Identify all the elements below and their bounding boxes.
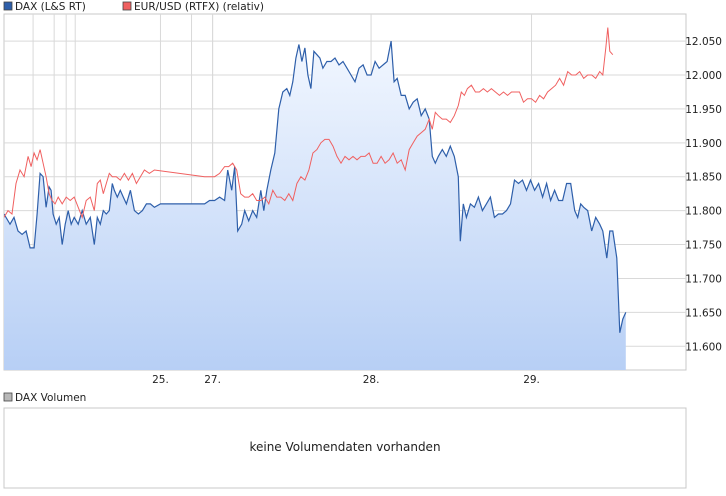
x-tick-label: 25. [152,374,169,386]
y-tick-label: 11.650 [685,307,722,319]
eurusd-line [4,27,614,220]
y-axis: 11.600 11.650 11.700 11.750 11.800 11.850 11.9… [685,36,722,353]
volume-legend-label: DAX Volumen [15,392,86,404]
legend-label-dax: DAX (L&S RT) [15,1,86,13]
volume-legend-swatch [3,392,13,402]
legend-swatch-eurusd [122,1,132,11]
dax-line [4,40,627,333]
y-tick-label: 11.750 [685,240,722,252]
y-tick-label: 12.000 [685,70,722,82]
legend-swatch-dax [3,1,13,11]
y-tick-label: 12.050 [685,36,722,48]
legend-label-eurusd: EUR/USD (RTFX) (relativ) [134,1,264,13]
chart-legend: DAX (L&S RT) EUR/USD (RTFX) (relativ) [3,1,264,13]
volume-panel: DAX Volumen keine Volumendaten vorhanden [3,392,687,489]
y-tick-label: 11.900 [685,138,722,150]
y-tick-label: 11.850 [685,172,722,184]
x-tick-label: 27. [204,374,221,386]
y-tick-label: 11.700 [685,273,722,285]
x-tick-label: 28. [363,374,380,386]
main-plot: 11.600 11.650 11.700 11.750 11.800 11.850 11.9… [3,13,722,386]
y-tick-label: 11.800 [685,206,722,218]
y-tick-label: 11.950 [685,104,722,116]
x-axis: 25. 27. 28. 29. [152,374,540,386]
volume-empty-message: keine Volumendaten vorhanden [249,440,440,454]
volume-frame [3,407,687,489]
dax-area [4,41,626,370]
y-tick-label: 11.600 [685,341,722,353]
x-tick-label: 29. [523,374,540,386]
